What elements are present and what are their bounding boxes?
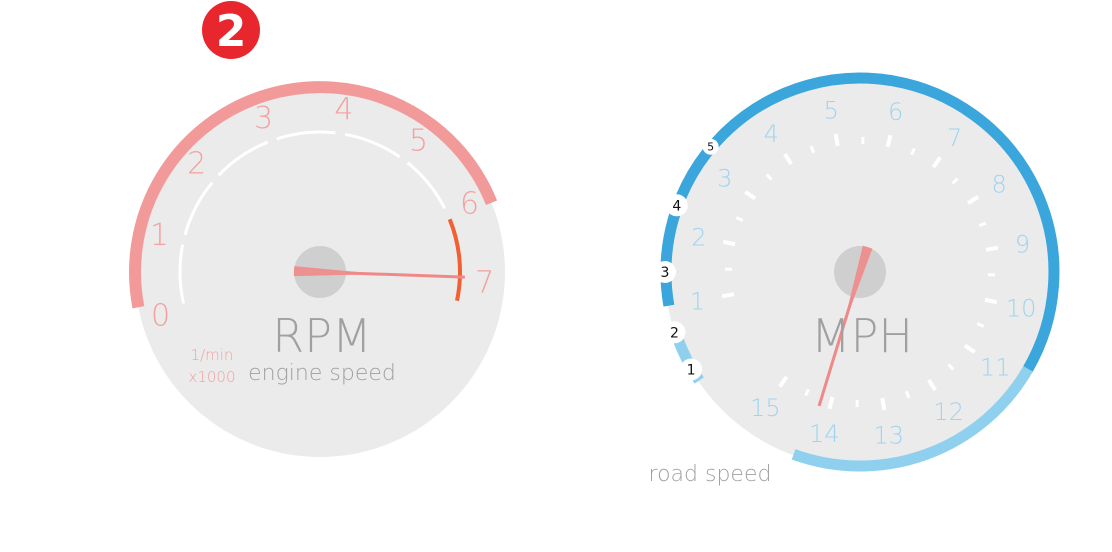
mph-tick-mark <box>947 363 955 371</box>
mph-tick-mark <box>722 239 736 247</box>
rpm-tick-label: 4 <box>334 93 353 128</box>
mph-tick-mark <box>966 195 980 205</box>
mph-tick-mark <box>985 245 999 252</box>
rpm-outer-band <box>129 81 498 309</box>
mph-tick-mark <box>721 292 735 299</box>
rpm-title: RPM <box>272 309 371 363</box>
mph-tick-label: 11 <box>980 354 1011 382</box>
rpm-tick-label: 5 <box>409 124 428 159</box>
mph-caption: road speed <box>649 462 772 487</box>
gear-badge: 2 <box>202 1 260 59</box>
rpm-tick-label: 3 <box>254 101 273 136</box>
mph-tick-mark <box>765 173 773 181</box>
mph-gear-marker-label: 1 <box>687 363 696 379</box>
mph-tick-mark <box>931 156 942 169</box>
mph-tick-label: 6 <box>888 98 903 126</box>
rpm-tick-label: 2 <box>187 146 206 181</box>
rpm-scale-segment <box>344 132 401 159</box>
mph-gear-marker <box>680 358 703 381</box>
rpm-needle-head <box>293 266 380 277</box>
mph-title: MPH <box>811 309 913 363</box>
mph-gear-marker <box>702 138 719 155</box>
mph-gear-marker <box>654 261 676 283</box>
mph-tick-mark <box>827 396 835 410</box>
mph-tick-label: 13 <box>873 422 904 450</box>
rpm-unit-line2: x1000 <box>188 368 235 386</box>
mph-tick-label: 7 <box>947 124 962 152</box>
mph-band-dark <box>660 72 1060 372</box>
mph-tick-mark <box>910 147 916 156</box>
mph-gear-marker-label: 2 <box>670 325 679 341</box>
mph-tick-mark <box>744 190 757 201</box>
mph-tick-mark <box>778 375 789 388</box>
rpm-scale-segment <box>183 181 214 236</box>
mph-tick-mark <box>783 152 793 166</box>
rpm-scale-arc <box>178 130 447 304</box>
mph-tick-mark <box>833 133 840 147</box>
mph-gear-marker-label: 4 <box>672 198 681 214</box>
mph-tick-mark <box>927 378 937 392</box>
mph-tick-label: 2 <box>691 223 706 251</box>
rpm-tick-label: 6 <box>460 186 479 221</box>
gear-badge-circle <box>202 1 260 59</box>
mph-tick-mark <box>976 322 985 328</box>
mph-band-light <box>791 366 1033 472</box>
rpm-gauge: 0 1 2 3 4 56 7 RPM engine speed 1/min x1000 <box>129 81 505 457</box>
mph-tick-mark <box>804 388 810 397</box>
rpm-tick-label: 1 <box>150 218 169 253</box>
mph-tick-mark <box>880 397 887 411</box>
mph-gear-marker <box>665 194 688 217</box>
mph-tick-marks <box>721 133 999 411</box>
mph-tick-mark <box>735 216 744 222</box>
rpm-unit-line1: 1/min <box>191 346 234 364</box>
mph-tick-label: 9 <box>1015 230 1030 258</box>
rpm-tick-label: 7 <box>475 266 494 301</box>
mph-tick-label: 3 <box>717 164 732 192</box>
mph-tick-label: 4 <box>764 120 779 148</box>
mph-tick-mark <box>809 145 815 154</box>
mph-tick-mark <box>951 177 959 185</box>
mph-tick-label: 1 <box>690 288 705 316</box>
mph-tick-mark <box>978 221 987 228</box>
mph-gear-marker-label: 5 <box>707 141 714 154</box>
mph-tick-mark <box>885 134 893 148</box>
rpm-subtitle: engine speed <box>248 361 396 386</box>
mph-tick-mark <box>963 343 976 354</box>
rpm-scale-segment <box>276 130 336 141</box>
mph-needle-head <box>842 245 873 330</box>
rpm-scale-segment <box>178 244 186 304</box>
rpm-redline-arc <box>447 218 462 302</box>
mph-tick-label: 8 <box>992 170 1007 198</box>
gear-badge-value: 2 <box>216 6 247 57</box>
mph-gear-marker-label: 3 <box>661 265 670 281</box>
mph-gear-marker <box>663 321 686 344</box>
rpm-tick-label: 0 <box>151 299 170 334</box>
rpm-scale-segment <box>406 161 447 210</box>
mph-tick-label: 5 <box>824 97 839 125</box>
mph-tick-label: 12 <box>933 398 964 426</box>
rpm-tick-labels: 0 1 2 3 4 56 7 <box>150 93 494 334</box>
mph-tick-label: 15 <box>750 394 781 422</box>
mph-tick-label: 10 <box>1006 295 1037 323</box>
mph-tick-mark <box>984 297 998 305</box>
mph-tick-mark <box>905 390 911 399</box>
rpm-scale-segment <box>217 140 269 177</box>
mph-tick-label: 14 <box>809 420 840 448</box>
